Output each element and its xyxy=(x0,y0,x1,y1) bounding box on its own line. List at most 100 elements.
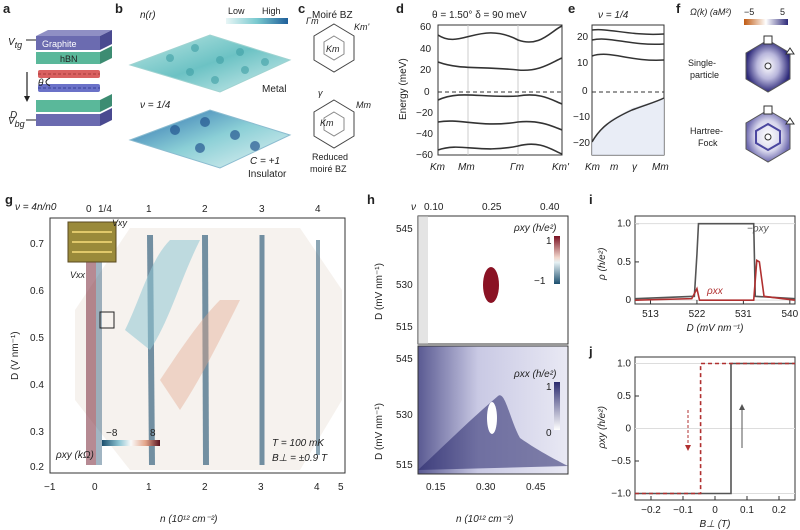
panel-h-top-label: ν xyxy=(411,202,416,213)
panel-label-g: g xyxy=(5,192,13,207)
panel-e-ytick: 10 xyxy=(577,58,589,69)
panel-g-top-tick: 0 xyxy=(86,204,92,215)
y-axis-label: ρxy (h/e²) xyxy=(597,406,608,449)
panel-e-ytick: −10 xyxy=(573,112,590,123)
panel-d-xtick: Km' xyxy=(552,162,570,173)
panel-g-colorbar xyxy=(102,440,160,446)
panel-e-ytick: −20 xyxy=(573,138,590,149)
x-tick-label: −0.1 xyxy=(673,505,693,516)
panel-e-xtick: m xyxy=(610,162,618,173)
y-tick-label: 1.0 xyxy=(617,359,631,370)
panel-h-ylabel-bottom: D (mV nm⁻¹) xyxy=(374,403,385,460)
panel-j-plot: 1.0 0.5 0 −0.5 −1.0 −0.2 −0.1 0 0.1 0.2 B⊥ (T) ρxy … xyxy=(597,356,796,530)
panel-g-ytick: 0.2 xyxy=(30,462,44,473)
panel-h-top-tick: 0.25 xyxy=(482,202,502,213)
panel-d-ytick: 40 xyxy=(420,44,432,55)
theta-label: θ xyxy=(38,78,44,89)
panel-g-phase-diagram: ν = 4n/n0 0 1/4 1 2 3 4 D (V nm⁻¹) 0.7 0… xyxy=(10,202,346,525)
vbg-label: Vbg xyxy=(8,116,25,129)
panel-g-ytick: 0.6 xyxy=(30,286,44,297)
panel-e-xtick: Mm xyxy=(652,162,669,173)
rxx-minimum xyxy=(487,402,497,434)
panel-d-xtick: Mm xyxy=(458,162,475,173)
panel-g-top-label: ν = 4n/n0 xyxy=(15,202,57,213)
series-line-1 xyxy=(634,259,796,301)
y-tick-label: 1.0 xyxy=(617,219,631,230)
panel-d-ytick: −60 xyxy=(416,150,433,161)
density-colorbar xyxy=(226,18,288,24)
metal-surface xyxy=(128,34,292,93)
hartree-fock-hexagon xyxy=(745,109,791,163)
x-tick-label: 531 xyxy=(735,309,752,320)
series-label-0: −ρxy xyxy=(747,223,770,234)
y-axis-label: ρ (h/e²) xyxy=(597,248,608,281)
x-axis-label: B⊥ (T) xyxy=(700,519,731,530)
panel-d-ytick: −40 xyxy=(416,129,433,140)
panel-h-ytick-bottom: 545 xyxy=(396,354,413,365)
km-prime-label: Km' xyxy=(354,22,370,32)
hartree-fock-label-1: Hartree- xyxy=(690,126,723,136)
single-particle-label-2: particle xyxy=(690,70,719,80)
km-label: Km xyxy=(326,44,340,54)
panel-h-xlabel: n (10¹² cm⁻²) xyxy=(456,514,514,525)
panel-d-header: θ = 1.50° δ = 90 meV xyxy=(432,10,527,21)
panel-g-top-tick: 1 xyxy=(146,204,152,215)
zoom-box xyxy=(99,311,115,329)
panel-d-ytick: 0 xyxy=(424,87,430,98)
x-tick-label: 0 xyxy=(712,505,718,516)
colorbar-low-label: Low xyxy=(228,6,245,16)
panel-g-top-tick: 3 xyxy=(259,204,265,215)
panel-label-h: h xyxy=(367,192,375,207)
temperature-label: T = 100 mK xyxy=(272,438,325,449)
single-particle-hexagon xyxy=(745,39,791,93)
panel-h-xtick: 0.15 xyxy=(426,482,446,493)
rxx-colorbar-min: 0 xyxy=(546,428,552,439)
panel-h-ytick-top: 545 xyxy=(396,224,413,235)
rxx-colorbar-max: 1 xyxy=(546,382,552,393)
panel-label-e: e xyxy=(568,1,575,16)
x-tick-label: 522 xyxy=(689,309,706,320)
panel-g-top-tick: 2 xyxy=(202,204,208,215)
panel-f-cmax: 5 xyxy=(780,7,785,17)
rxx-colorbar xyxy=(554,382,560,430)
rxx-map-label: ρxx (h/e²) xyxy=(513,369,556,380)
graphite-label: Graphite xyxy=(42,39,77,49)
panel-g-xlabel: n (10¹² cm⁻²) xyxy=(160,514,218,525)
panel-f-berry: Ω(k) (aM²) −5 5 Single- particle Hartree… xyxy=(688,7,795,163)
panel-d-ytick: 20 xyxy=(420,65,432,76)
panel-g-ytick: 0.5 xyxy=(30,333,44,344)
panel-label-d: d xyxy=(396,1,404,16)
panel-a-stack: Graphite hBN θ D Vtg Vbg xyxy=(8,30,112,129)
insulator-label: Insulator xyxy=(248,169,287,180)
panel-g-xtick: 1 xyxy=(146,482,152,493)
gamma-m-label: Γm xyxy=(306,16,319,26)
panel-h-xtick: 0.45 xyxy=(526,482,546,493)
panel-h-xtick: 0.30 xyxy=(476,482,496,493)
y-tick-label: −1.0 xyxy=(611,489,631,500)
panel-g-xtick: 2 xyxy=(202,482,208,493)
panel-h-ytick-bottom: 515 xyxy=(396,460,413,471)
panel-g-xtick: 4 xyxy=(314,482,320,493)
moire-bz-title: Moiré BZ xyxy=(312,10,353,21)
panel-g-ytick: 0.7 xyxy=(30,239,44,250)
panel-i-plot: 1.0 0.5 0 513 522 531 540 −ρxy ρxx D (mV nm⁻¹) ρ (… xyxy=(597,215,799,334)
panel-g-xtick: 0 xyxy=(92,482,98,493)
rxy-colorbar xyxy=(554,236,560,284)
rxy-map-label: ρxy (h/e²) xyxy=(513,223,556,234)
panel-e-xtick: Km xyxy=(585,162,600,173)
y-tick-label: 0 xyxy=(625,295,631,306)
y-tick-label: 0.5 xyxy=(617,391,631,402)
panel-g-frame xyxy=(49,217,346,474)
panel-e-xtick: γ xyxy=(632,162,638,173)
panel-g-xtick: 5 xyxy=(338,482,344,493)
x-tick-label: 0.2 xyxy=(772,505,786,516)
x-tick-label: 0.1 xyxy=(740,505,754,516)
field-label: B⊥ = ±0.9 T xyxy=(272,453,328,464)
colorbar-high-label: High xyxy=(262,6,281,16)
reduced-bz-title-1: Reduced xyxy=(312,152,348,162)
series-label-1: ρxx xyxy=(706,286,724,297)
up-sweep-arrowhead xyxy=(739,404,745,410)
panel-d-ylabel: Energy (meV) xyxy=(398,58,409,120)
density-label: n(r) xyxy=(140,10,156,21)
